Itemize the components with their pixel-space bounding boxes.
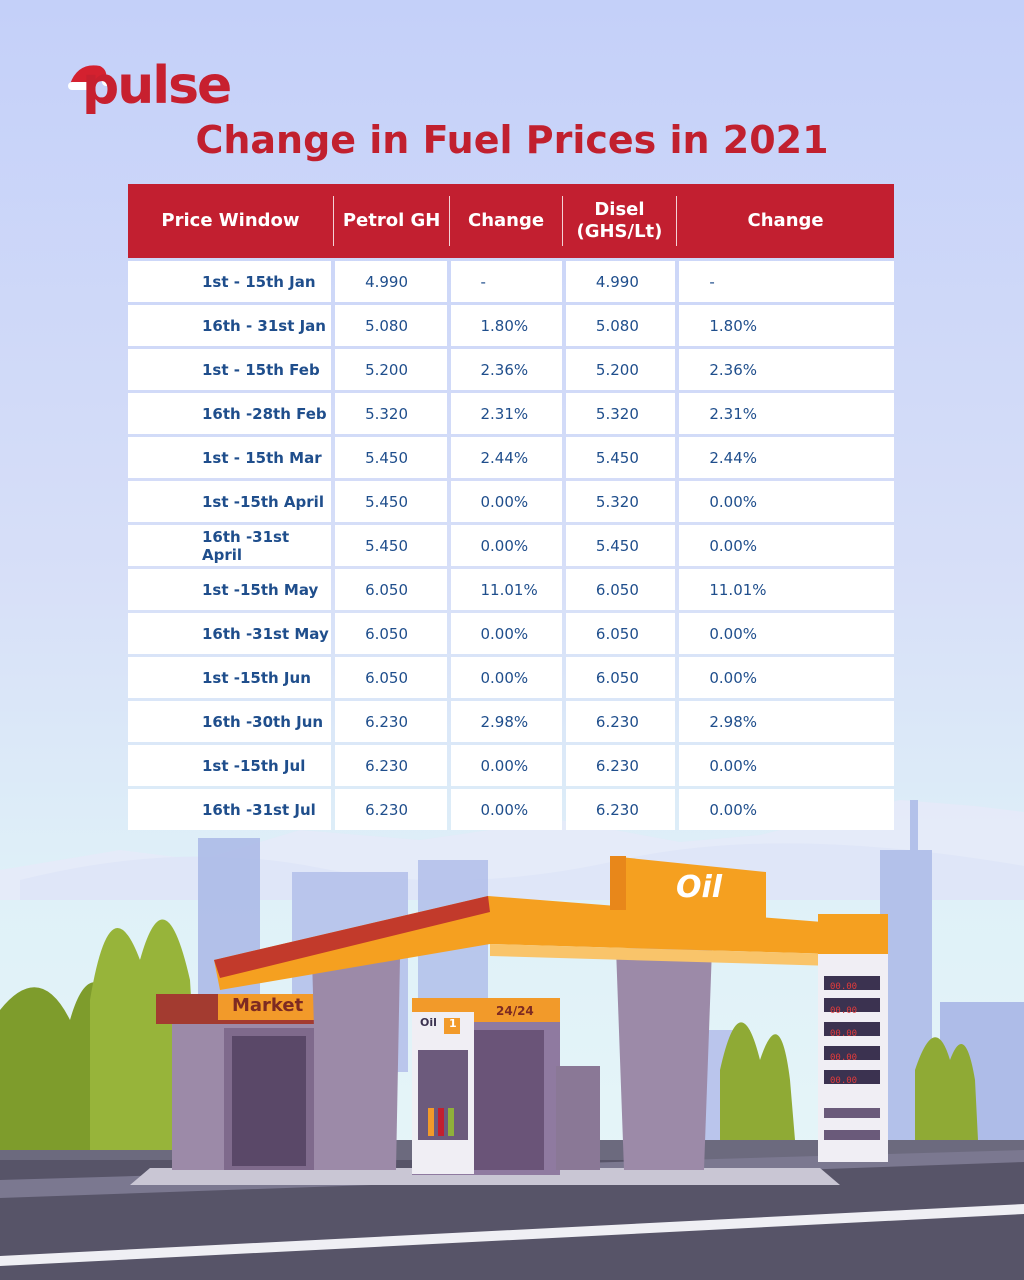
cell-diesel: 5.320 — [565, 393, 676, 434]
cell-price-window: 16th -30th Jun — [128, 701, 332, 742]
table-body: 1st - 15th Jan 4.990-4.990-16th - 31st Ja… — [128, 261, 895, 830]
cell-price-window: 16th -28th Feb — [128, 393, 332, 434]
header-petrol: Petrol GH — [334, 196, 451, 246]
pump-label: Oil — [420, 1016, 437, 1029]
cell-diesel-change: 0.00% — [679, 745, 895, 786]
pump-number: 1 — [449, 1017, 457, 1030]
cell-diesel-change: 2.36% — [679, 349, 895, 390]
cell-diesel: 4.990 — [565, 261, 676, 302]
cell-petrol: 5.200 — [335, 349, 447, 390]
cell-petrol: 5.450 — [335, 525, 447, 566]
table-header: Price Window Petrol GH Change Disel (GHS… — [128, 184, 894, 258]
table-row: 1st -15th April 5.450 0.00% 5.320 0.00% — [128, 481, 895, 522]
cell-petrol-change: 2.36% — [450, 349, 562, 390]
cell-diesel-change: 11.01% — [679, 569, 895, 610]
cell-petrol-change: 2.44% — [450, 437, 562, 478]
header-diesel-change: Change — [747, 210, 824, 231]
cell-price-window: 1st -15th May — [128, 569, 332, 610]
cell-diesel-change: 0.00% — [679, 481, 895, 522]
cell-petrol-change: 0.00% — [450, 613, 562, 654]
table-row: 16th - 31st Jan 5.080 1.80% 5.080 1.80% — [128, 305, 895, 346]
cell-petrol: 6.050 — [335, 569, 447, 610]
cell-petrol-change: 0.00% — [450, 525, 562, 566]
table-row: 1st -15th Jul 6.230 0.00% 6.230 0.00% — [128, 745, 895, 786]
header-diesel-line2: (GHS/Lt) — [576, 221, 663, 242]
cell-price-window: 1st -15th Jul — [128, 745, 332, 786]
price-display: 00.00 00.00 00.00 00.00 00.00 — [830, 982, 858, 1086]
cell-price-window: 1st - 15th Mar — [128, 437, 332, 478]
cell-diesel: 6.230 — [565, 789, 676, 830]
cell-petrol: 4.990 — [335, 261, 447, 302]
cell-diesel: 5.450 — [565, 525, 676, 566]
header-price-window: Price Window — [128, 196, 334, 246]
cell-diesel-change: 2.44% — [679, 437, 895, 478]
cell-petrol: 5.450 — [335, 481, 447, 522]
cell-diesel: 6.050 — [565, 613, 676, 654]
table-row: 1st -15th Jun 6.050 0.00% 6.050 0.00% — [128, 657, 895, 698]
cell-diesel-change: 0.00% — [679, 657, 895, 698]
cell-petrol-change: - — [450, 261, 562, 302]
cell-price-window: 1st - 15th Jan — [128, 261, 332, 302]
cell-petrol: 6.230 — [335, 745, 447, 786]
cell-petrol-change: 0.00% — [450, 481, 562, 522]
table-row: 1st -15th May 6.050 11.01% 6.050 11.01% — [128, 569, 895, 610]
cell-petrol-change: 0.00% — [450, 745, 562, 786]
cell-diesel: 5.080 — [565, 305, 676, 346]
cell-diesel-change: - — [679, 261, 895, 302]
cell-price-window: 1st -15th Jun — [128, 657, 332, 698]
page-title: Change in Fuel Prices in 2021 — [195, 118, 829, 162]
cell-price-window: 16th -31st May — [128, 613, 332, 654]
cell-petrol-change: 2.98% — [450, 701, 562, 742]
cell-diesel: 5.450 — [565, 437, 676, 478]
table-row: 1st - 15th Feb 5.200 2.36% 5.200 2.36% — [128, 349, 895, 390]
table-row: 16th -31st April 5.450 0.00% 5.450 0.00% — [128, 525, 895, 566]
header-petrol-change: Change — [450, 196, 563, 246]
cell-diesel: 6.050 — [565, 657, 676, 698]
cell-petrol: 5.080 — [335, 305, 447, 346]
table-row: 1st - 15th Mar 5.450 2.44% 5.450 2.44% — [128, 437, 895, 478]
cell-petrol-change: 0.00% — [450, 657, 562, 698]
canopy-sign: Oil — [676, 870, 723, 905]
cell-diesel: 5.200 — [565, 349, 676, 390]
cell-diesel-change: 0.00% — [679, 613, 895, 654]
header-diesel: Disel (GHS/Lt) — [563, 196, 678, 246]
santa-hat-icon — [68, 65, 110, 90]
cell-petrol-change: 11.01% — [450, 569, 562, 610]
pulse-logo: pulse — [82, 56, 232, 116]
table-row: 16th -28th Feb 5.320 2.31% 5.320 2.31% — [128, 393, 895, 434]
cell-price-window: 1st - 15th Feb — [128, 349, 332, 390]
cell-diesel: 6.050 — [565, 569, 676, 610]
cell-petrol-change: 0.00% — [450, 789, 562, 830]
cell-diesel-change: 0.00% — [679, 789, 895, 830]
cell-diesel: 6.230 — [565, 701, 676, 742]
table-row: 1st - 15th Jan 4.990-4.990- — [128, 261, 895, 302]
hours-sign: 24/24 — [496, 1004, 534, 1018]
cell-diesel-change: 0.00% — [679, 525, 895, 566]
fuel-price-table: Price Window Petrol GH Change Disel (GHS… — [128, 184, 895, 830]
cell-petrol: 5.450 — [335, 437, 447, 478]
cell-petrol: 6.050 — [335, 657, 447, 698]
header-diesel-line1: Disel — [594, 199, 645, 220]
table-row: 16th -31st May 6.050 0.00% 6.050 0.00% — [128, 613, 895, 654]
cell-diesel: 6.230 — [565, 745, 676, 786]
cell-petrol: 6.230 — [335, 789, 447, 830]
cell-diesel-change: 2.98% — [679, 701, 895, 742]
cell-diesel-change: 1.80% — [679, 305, 895, 346]
cell-price-window: 16th - 31st Jan — [128, 305, 332, 346]
cell-diesel: 5.320 — [565, 481, 676, 522]
cell-price-window: 16th -31st Jul — [128, 789, 332, 830]
cell-petrol: 6.230 — [335, 701, 447, 742]
cell-petrol-change: 2.31% — [450, 393, 562, 434]
cell-price-window: 1st -15th April — [128, 481, 332, 522]
market-sign: Market — [232, 995, 304, 1016]
cell-price-window: 16th -31st April — [128, 525, 332, 566]
table-row: 16th -31st Jul 6.230 0.00% 6.230 0.00% — [128, 789, 895, 830]
cell-petrol: 5.320 — [335, 393, 447, 434]
table-row: 16th -30th Jun 6.230 2.98% 6.230 2.98% — [128, 701, 895, 742]
cell-petrol: 6.050 — [335, 613, 447, 654]
cell-petrol-change: 1.80% — [450, 305, 562, 346]
cell-diesel-change: 2.31% — [679, 393, 895, 434]
